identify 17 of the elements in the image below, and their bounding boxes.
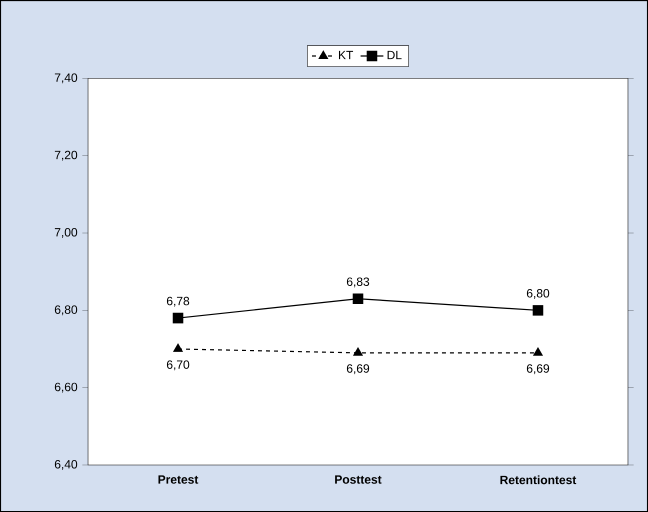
- data-label: 6,69: [346, 364, 370, 374]
- data-label: 6,69: [526, 364, 550, 374]
- legend-label: DL: [388, 50, 402, 60]
- data-label: 6,80: [526, 289, 550, 299]
- data-label: 6,83: [346, 277, 370, 288]
- y-tick-label: 6,60: [54, 382, 78, 393]
- x-tick-label: Pretest: [158, 475, 198, 484]
- x-tick-label: Retentiontest: [500, 475, 576, 484]
- y-tick-label: 7,20: [54, 150, 78, 161]
- y-tick-label: 6,80: [54, 305, 78, 316]
- data-label: 6,70: [166, 360, 190, 370]
- data-label: 6,78: [166, 296, 190, 307]
- y-tick-label: 6,40: [54, 460, 78, 470]
- legend-label: KT: [338, 50, 354, 60]
- y-tick-label: 7,00: [54, 228, 78, 238]
- x-tick-label: Posttest: [335, 475, 382, 484]
- y-tick-label: 7,40: [54, 73, 78, 84]
